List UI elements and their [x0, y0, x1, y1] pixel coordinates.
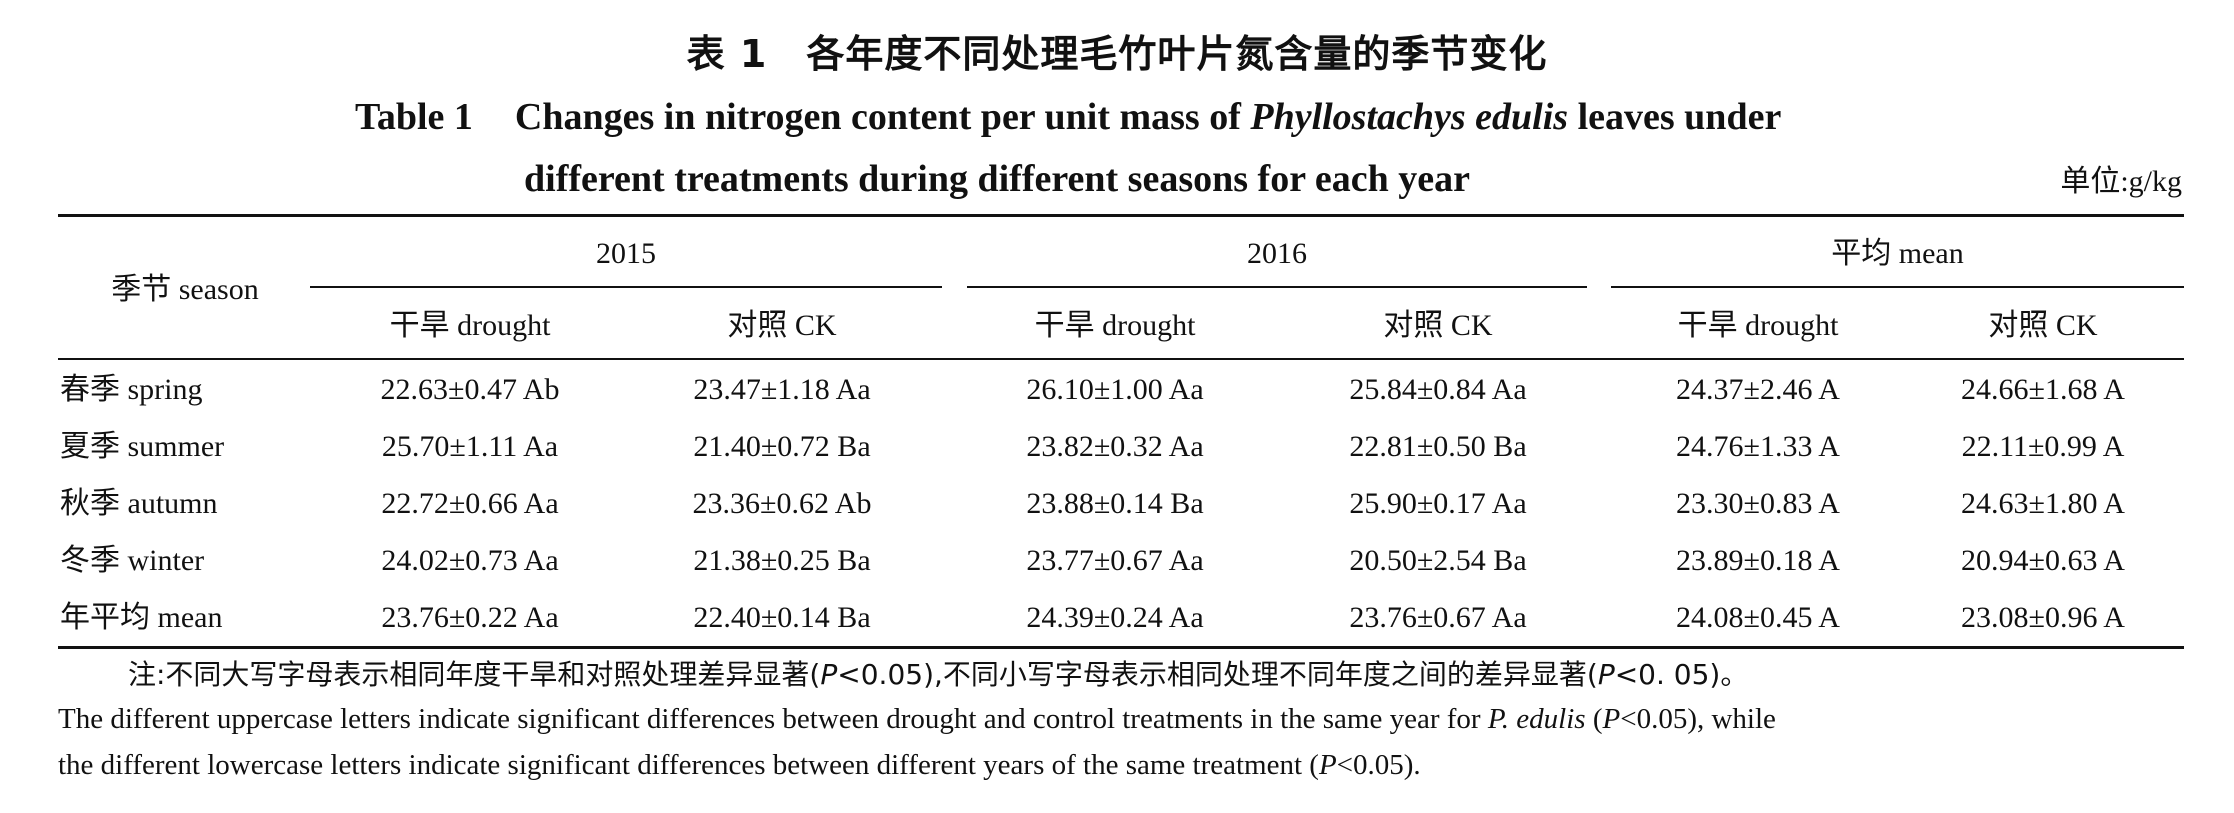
table-cell: 22.63±0.47 Ab — [380, 373, 560, 406]
table-note-english-line2: the different lowercase letters indicate… — [58, 742, 2184, 788]
table-cell: 21.38±0.25 Ba — [693, 544, 871, 577]
table-cell: 23.76±0.22 Aa — [381, 601, 559, 634]
title-text-after-species: leaves under — [1568, 96, 1782, 138]
note-cn-text: <0. 05)。 — [1614, 658, 1749, 691]
table-cell: 24.37±2.46 A — [1676, 373, 1840, 406]
group-mean-underline — [1611, 286, 2184, 288]
table-cell: 24.08±0.45 A — [1676, 601, 1840, 634]
title-species-name: Phyllostachys edulis — [1250, 96, 1569, 138]
table-title-chinese: 表 1 各年度不同处理毛竹叶片氮含量的季节变化 — [686, 32, 1548, 76]
subheader-2015-drought: 干旱 drought — [389, 309, 551, 342]
table-cell: 24.66±1.68 A — [1961, 373, 2125, 406]
table-cell: 25.84±0.84 Aa — [1349, 373, 1527, 406]
subheader-2015-ck: 对照 CK — [727, 309, 837, 342]
note-species-name: P. edulis — [1487, 703, 1586, 735]
table-cell: 22.40±0.14 Ba — [693, 601, 871, 634]
table-cell: 23.76±0.67 Aa — [1349, 601, 1527, 634]
note-en-text: <0.05). — [1336, 749, 1421, 781]
table-cell: 24.76±1.33 A — [1676, 430, 1840, 463]
table-cell: 24.39±0.24 Aa — [1026, 601, 1204, 634]
subheader-mean-ck: 对照 CK — [1988, 309, 2098, 342]
table-cell: 24.63±1.80 A — [1961, 487, 2125, 520]
season-column-header: 季节 season — [111, 273, 259, 306]
note-p-symbol: P — [1602, 703, 1621, 735]
table-cell: 22.11±0.99 A — [1961, 430, 2125, 463]
row-label-autumn: 秋季 autumn — [60, 487, 218, 520]
table-bottom-rule — [58, 646, 2184, 649]
table-cell: 23.77±0.67 Aa — [1026, 544, 1204, 577]
table-cell: 25.90±0.17 Aa — [1349, 487, 1527, 520]
group-header-2016: 2016 — [1247, 237, 1307, 270]
note-en-text: the different lowercase letters indicate… — [58, 749, 1319, 781]
table-cell: 22.81±0.50 Ba — [1349, 430, 1527, 463]
table-number: Table 1 — [355, 96, 473, 138]
subheader-2016-drought: 干旱 drought — [1034, 309, 1196, 342]
row-label-summer: 夏季 summer — [60, 430, 225, 463]
title-text-before-species: Changes in nitrogen content per unit mas… — [514, 96, 1251, 138]
subheader-mean-drought: 干旱 drought — [1677, 309, 1839, 342]
table-cell: 20.50±2.54 Ba — [1349, 544, 1527, 577]
note-cn-text: <0.05),不同小写字母表示相同处理不同年度之间的差异显著( — [837, 658, 1598, 691]
table-header-rule — [58, 358, 2184, 360]
note-en-text: ( — [1585, 703, 1603, 735]
table-cell: 23.47±1.18 Aa — [693, 373, 871, 406]
table-cell: 23.36±0.62 Ab — [692, 487, 872, 520]
note-p-symbol: P — [820, 658, 838, 691]
unit-label: 单位:g/kg — [2060, 165, 2182, 198]
table-cell: 23.08±0.96 A — [1961, 601, 2125, 634]
group-2015-underline — [310, 286, 942, 288]
table-cell: 22.72±0.66 Aa — [381, 487, 559, 520]
table-top-rule — [58, 214, 2184, 217]
table-cell: 23.88±0.14 Ba — [1026, 487, 1204, 520]
table-title-english-line2: different treatments during different se… — [524, 158, 1470, 200]
table-cell: 26.10±1.00 Aa — [1026, 373, 1204, 406]
table-cell: 23.89±0.18 A — [1676, 544, 1840, 577]
note-en-text: The different uppercase letters indicate… — [58, 703, 1488, 735]
note-p-symbol: P — [1318, 749, 1337, 781]
row-label-winter: 冬季 winter — [60, 544, 205, 577]
table-cell: 23.30±0.83 A — [1676, 487, 1840, 520]
table-cell: 25.70±1.11 Aa — [381, 430, 559, 463]
note-en-text: <0.05), while — [1620, 703, 1776, 735]
table-cell: 20.94±0.63 A — [1961, 544, 2125, 577]
row-label-spring: 春季 spring — [60, 373, 203, 406]
table-cell: 23.82±0.32 Aa — [1026, 430, 1204, 463]
subheader-2016-ck: 对照 CK — [1383, 309, 1493, 342]
table-note-chinese: 注:不同大写字母表示相同年度干旱和对照处理差异显著(P<0.05),不同小写字母… — [128, 652, 2234, 698]
table-title-english-line1: Table 1 Changes in nitrogen content per u… — [355, 92, 1781, 142]
note-p-symbol: P — [1597, 658, 1615, 691]
table-cell: 21.40±0.72 Ba — [693, 430, 871, 463]
table-cell: 24.02±0.73 Aa — [381, 544, 559, 577]
row-label-annual-mean: 年平均 mean — [60, 601, 223, 634]
group-2016-underline — [967, 286, 1587, 288]
group-header-mean: 平均 mean — [1831, 237, 1964, 270]
group-header-2015: 2015 — [596, 237, 656, 270]
note-cn-text: 注:不同大写字母表示相同年度干旱和对照处理差异显著( — [128, 658, 821, 691]
table-note-english-line1: The different uppercase letters indicate… — [58, 696, 2184, 742]
